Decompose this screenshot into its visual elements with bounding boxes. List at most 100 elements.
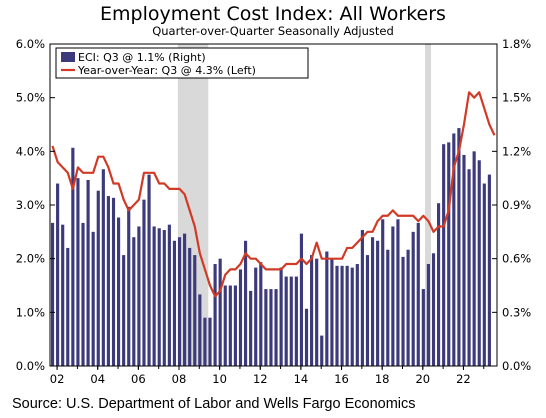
left-tick-label: 5.0% — [16, 91, 45, 105]
eci-bar — [233, 285, 237, 366]
eci-bar — [376, 240, 380, 366]
eci-bar — [223, 285, 227, 366]
eci-bar — [61, 224, 65, 366]
eci-bar — [259, 262, 263, 366]
recession-band — [177, 44, 209, 366]
eci-bar — [421, 289, 425, 366]
eci-bar — [157, 228, 161, 366]
eci-bar — [442, 144, 446, 366]
eci-bar — [350, 267, 354, 366]
eci-bar — [289, 276, 293, 366]
eci-bar — [132, 237, 136, 366]
eci-bar — [193, 255, 197, 366]
eci-bar — [411, 231, 415, 366]
left-tick-label: 3.0% — [16, 198, 45, 212]
eci-bar — [177, 237, 182, 366]
right-tick-label: 0.0% — [502, 359, 531, 373]
eci-bar — [213, 264, 217, 366]
eci-bar — [203, 317, 207, 366]
eci-bar — [81, 222, 85, 366]
x-tick-label: 22 — [456, 372, 471, 386]
legend-label: ECI: Q3 @ 1.1% (Right) — [78, 51, 206, 64]
x-tick-label: 02 — [50, 372, 65, 386]
eci-bar — [183, 233, 187, 366]
eci-bar — [370, 237, 375, 366]
eci-bar — [188, 247, 192, 366]
eci-bar — [396, 219, 400, 366]
eci-bar — [122, 255, 126, 366]
eci-bar — [228, 285, 232, 366]
eci-bar — [274, 289, 278, 366]
right-tick-label: 1.2% — [502, 144, 531, 158]
eci-bar — [467, 169, 471, 366]
left-tick-label: 4.0% — [16, 144, 45, 158]
x-tick-label: 06 — [131, 372, 146, 386]
left-tick-label: 6.0% — [16, 37, 45, 51]
eci-bar — [401, 256, 405, 366]
eci-bar — [284, 276, 288, 366]
left-tick-label: 2.0% — [16, 252, 45, 266]
x-tick-label: 10 — [212, 372, 227, 386]
right-tick-label: 0.3% — [502, 305, 531, 319]
eci-bar — [142, 199, 146, 366]
eci-bar — [294, 276, 298, 366]
eci-bar — [111, 197, 116, 366]
right-tick-label: 1.8% — [502, 37, 531, 51]
eci-bar — [208, 317, 212, 366]
yoy-line-path — [51, 91, 496, 298]
legend-box — [55, 47, 309, 79]
eci-bar — [299, 233, 304, 366]
eci-bar — [167, 224, 171, 366]
eci-bar — [66, 247, 70, 366]
eci-bar — [482, 183, 486, 366]
eci-bar — [406, 249, 410, 366]
eci-bar — [96, 190, 100, 366]
eci-bar — [162, 230, 166, 366]
eci-bar — [76, 178, 80, 366]
eci-bar — [50, 222, 55, 366]
legend: ECI: Q3 @ 1.1% (Right)Year-over-Year: Q3… — [55, 47, 309, 79]
eci-bar — [335, 265, 339, 366]
eci-bar — [391, 226, 395, 366]
eci-bar — [320, 335, 324, 366]
eci-bar — [91, 231, 95, 366]
yoy-line — [51, 91, 496, 298]
eci-bar — [330, 258, 334, 366]
eci-bar — [71, 147, 75, 366]
eci-bar — [86, 179, 90, 366]
eci-bar — [477, 160, 481, 366]
eci-bar — [340, 265, 344, 366]
eci-bar — [147, 174, 151, 366]
left-tick-label: 1.0% — [16, 305, 45, 319]
axes: 0.0% 1.0% 2.0% 3.0% 4.0% 5.0% 6.0% 0.0% 0.3% 0.6%… — [16, 37, 532, 386]
eci-bar — [386, 249, 390, 366]
source-note: Source: U.S. Department of Labor and Wel… — [12, 396, 416, 412]
eci-bar — [106, 196, 110, 366]
eci-bar — [304, 308, 309, 366]
chart-title: Employment Cost Index: All Workers — [100, 3, 446, 25]
left-tick-label: 0.0% — [16, 359, 45, 373]
x-tick-label: 18 — [375, 372, 390, 386]
eci-bar — [172, 240, 177, 366]
eci-bar — [152, 226, 156, 366]
eci-bar — [56, 183, 60, 366]
eci-bar — [117, 217, 121, 366]
eci-bar — [101, 169, 105, 366]
eci-bar — [315, 258, 319, 366]
x-tick-label: 20 — [415, 372, 430, 386]
eci-bar — [431, 253, 436, 366]
eci-bar — [452, 133, 456, 366]
x-tick-label: 04 — [90, 372, 105, 386]
eci-bar — [487, 174, 491, 366]
right-tick-label: 0.9% — [502, 198, 531, 212]
recession-band — [425, 44, 432, 366]
x-tick-label: 12 — [253, 372, 268, 386]
eci-bar — [254, 267, 258, 366]
right-tick-label: 1.5% — [502, 91, 531, 105]
eci-bar — [325, 251, 329, 366]
eci-bar — [462, 154, 466, 366]
eci-bar — [243, 240, 248, 366]
right-tick-label: 0.6% — [502, 252, 531, 266]
legend-label: Year-over-Year: Q3 @ 4.3% (Left) — [77, 64, 256, 77]
